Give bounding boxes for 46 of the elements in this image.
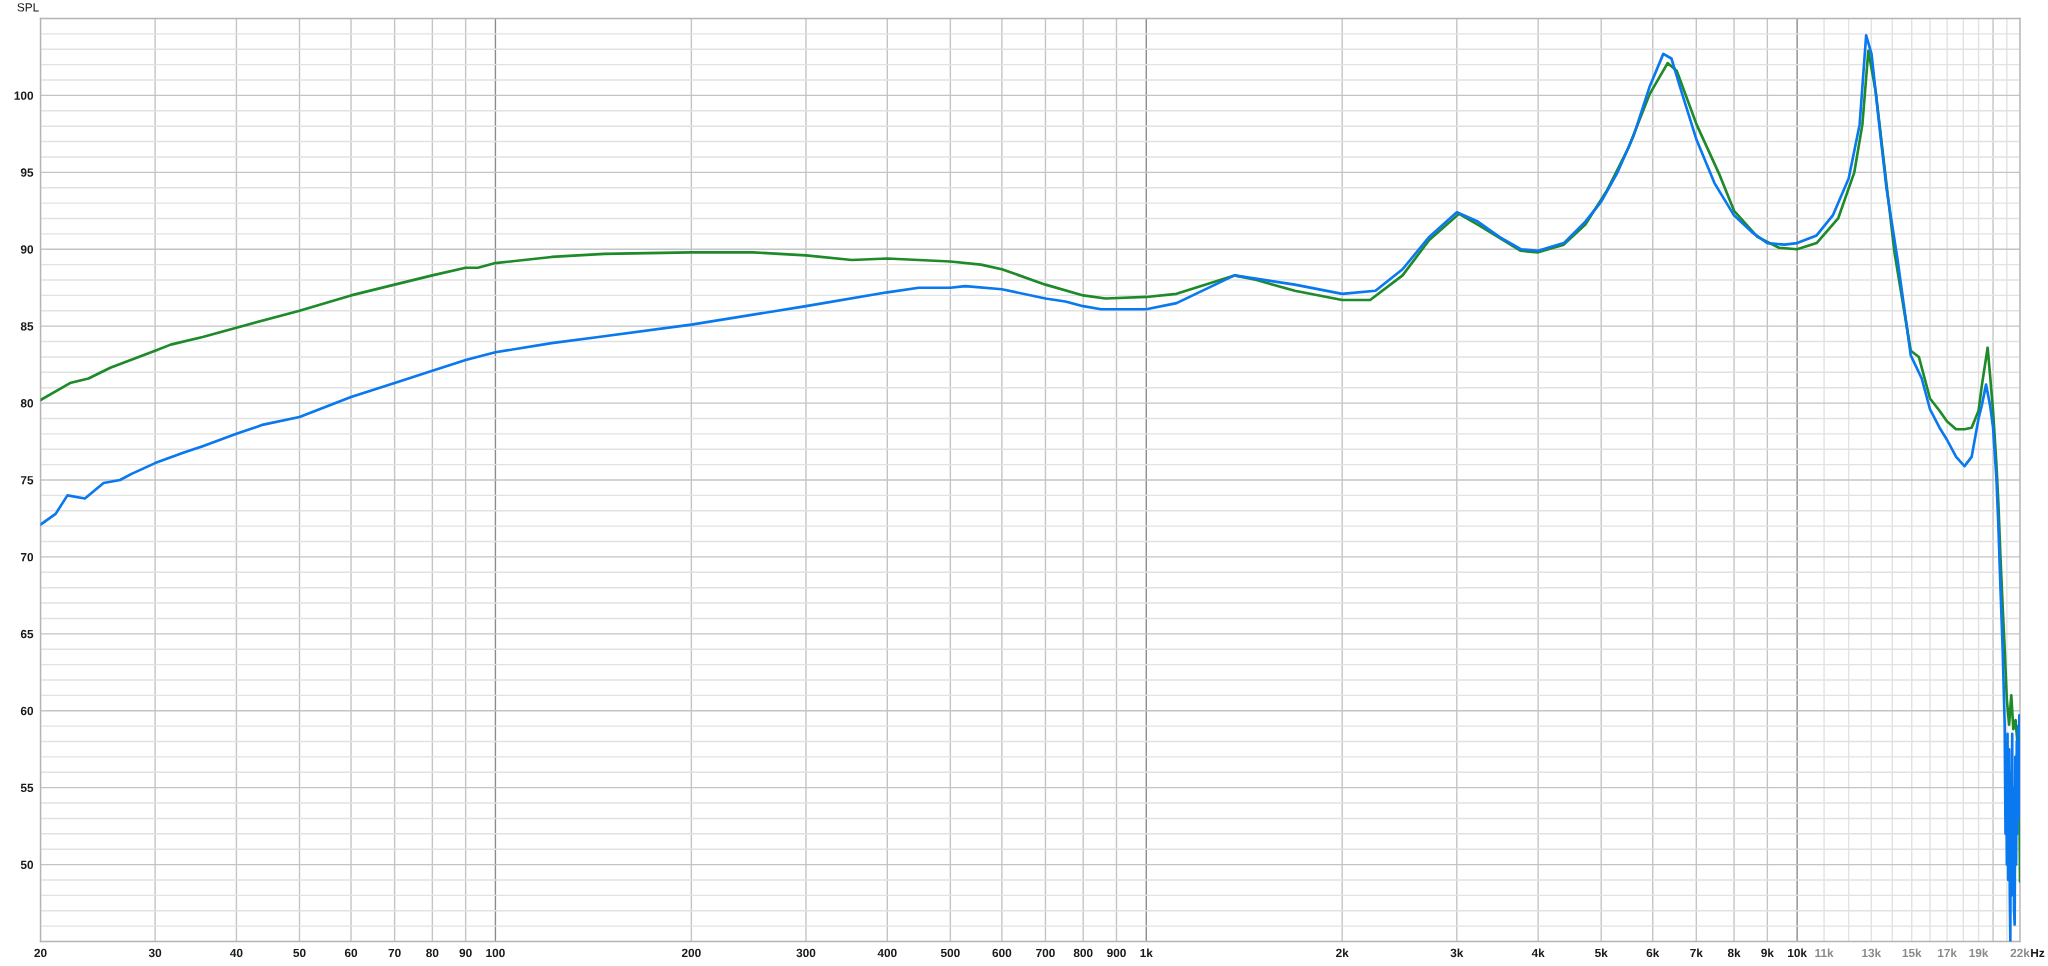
x-tick-label: 4k — [1531, 948, 1545, 957]
x-tick-label: 11k — [1815, 948, 1834, 957]
x-tick-label: 7k — [1690, 948, 1703, 957]
x-tick-label: 19k — [1969, 948, 1989, 958]
x-tick-label: 30 — [148, 948, 162, 958]
x-tick-label: 6k — [1646, 948, 1660, 958]
x-tick-label: 80 — [426, 948, 439, 958]
y-axis-title: SPL — [17, 3, 39, 12]
y-tick-label: 50 — [20, 860, 34, 869]
x-tick-label: 400 — [877, 948, 897, 958]
y-tick-label: 80 — [20, 399, 34, 408]
y-tick-label: 70 — [20, 552, 34, 562]
x-tick-label: 9k — [1761, 948, 1774, 958]
x-tick-label: 600 — [992, 948, 1012, 958]
x-tick-label: 22k — [2010, 948, 2030, 957]
x-tick-label: 2k — [1336, 948, 1349, 957]
x-tick-label: 13k — [1862, 948, 1882, 958]
y-tick-label: 60 — [20, 706, 34, 716]
y-tick-label: 100 — [14, 91, 34, 100]
y-tick-label: 55 — [20, 783, 34, 793]
x-tick-label: 40 — [230, 948, 243, 958]
x-axis-title: Hz — [2031, 948, 2045, 957]
x-tick-label: 3k — [1450, 948, 1464, 958]
y-tick-label: 75 — [20, 476, 34, 485]
x-tick-label: 70 — [388, 948, 401, 958]
x-tick-label: 10k — [1788, 948, 1807, 958]
x-tick-label: 700 — [1036, 948, 1055, 958]
x-tick-label: 90 — [459, 948, 472, 958]
x-tick-label: 17k — [1938, 948, 1957, 957]
x-tick-label: 60 — [344, 948, 358, 958]
x-tick-label: 800 — [1073, 948, 1093, 958]
x-tick-label: 900 — [1107, 948, 1126, 958]
y-tick-label: 85 — [20, 322, 34, 331]
x-tick-label: 100 — [486, 948, 505, 958]
y-tick-label: 90 — [20, 245, 34, 254]
x-tick-label: 500 — [940, 948, 960, 958]
x-tick-label: 200 — [681, 948, 701, 958]
x-tick-label: 1k — [1140, 948, 1153, 957]
x-tick-label: 15k — [1902, 948, 1922, 958]
x-tick-label: 300 — [796, 948, 816, 958]
x-tick-label: 20 — [34, 948, 47, 958]
x-tick-label: 8k — [1727, 948, 1741, 958]
y-tick-label: 65 — [20, 629, 34, 639]
y-tick-label: 95 — [20, 168, 34, 177]
x-tick-label: 5k — [1595, 948, 1608, 958]
x-tick-label: 50 — [293, 948, 306, 958]
